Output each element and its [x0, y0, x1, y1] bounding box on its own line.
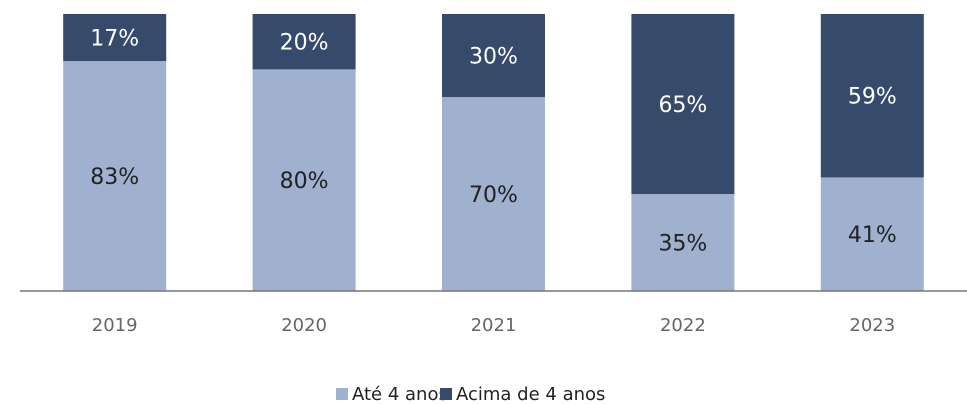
data-label: 80% — [280, 169, 329, 194]
bar-segment — [820, 14, 924, 178]
bar-segment — [631, 194, 735, 291]
bar-segment — [631, 14, 735, 195]
data-label: 59% — [848, 85, 897, 110]
data-label: 35% — [658, 232, 707, 257]
x-tick-label: 2022 — [660, 315, 706, 336]
x-tick-label: 2019 — [92, 315, 138, 336]
bar-segment — [63, 61, 167, 292]
bar-segment — [252, 14, 356, 70]
data-label: 65% — [658, 93, 707, 118]
x-tick-label: 2023 — [849, 315, 895, 336]
bar-segment — [252, 69, 356, 292]
bar-segment — [442, 97, 545, 291]
data-label: 17% — [90, 27, 139, 52]
data-label: 41% — [848, 223, 897, 248]
bar-segment — [63, 14, 167, 62]
data-label: 20% — [280, 31, 329, 56]
data-label: 30% — [469, 45, 518, 70]
data-label: 70% — [469, 183, 518, 208]
bar-segment — [820, 177, 924, 291]
legend-swatch — [440, 388, 452, 400]
bar-segment — [442, 14, 545, 98]
legend-label: Acima de 4 anos — [456, 384, 605, 404]
data-label: 83% — [90, 165, 139, 190]
x-tick-label: 2021 — [471, 315, 517, 336]
x-tick-label: 2020 — [281, 315, 327, 336]
legend-swatch — [336, 388, 348, 400]
legend-label: Até 4 anos — [352, 384, 448, 404]
